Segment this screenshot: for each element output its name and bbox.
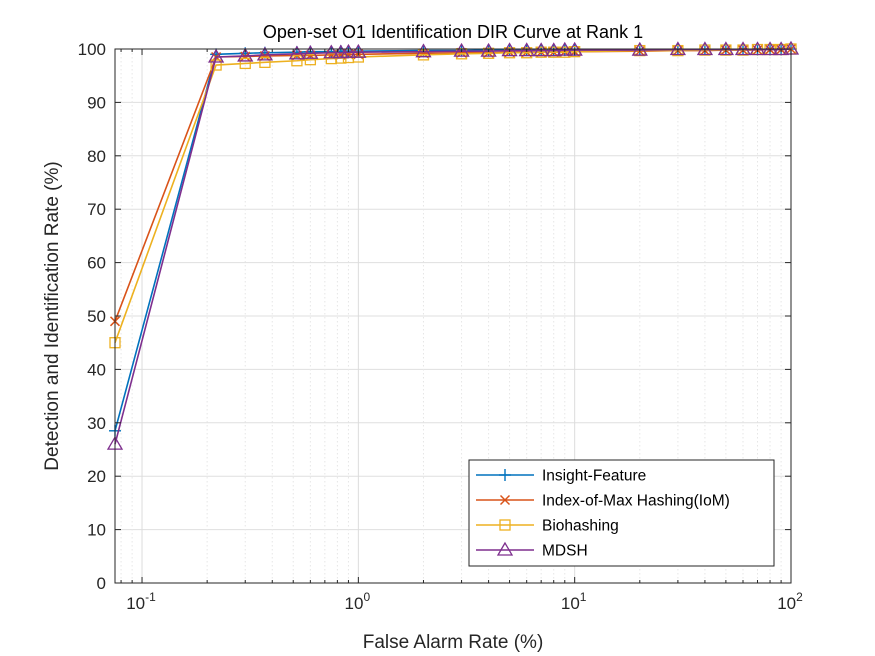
x-tick-label: 102 <box>777 590 803 613</box>
data-point <box>350 43 367 58</box>
axis-tick-marks <box>115 48 792 584</box>
y-tick-label: 40 <box>87 360 106 379</box>
data-point <box>533 42 550 57</box>
y-tick-label: 50 <box>87 307 106 326</box>
y-tick-label: 70 <box>87 200 106 219</box>
data-point <box>302 44 319 59</box>
data-point <box>291 55 303 67</box>
legend-entry: Insight-Feature <box>476 468 646 485</box>
legend-label: Insight-Feature <box>542 468 646 485</box>
data-point <box>288 45 306 60</box>
y-tick-label: 30 <box>87 414 106 433</box>
y-tick-label: 10 <box>87 521 106 540</box>
data-point <box>415 43 432 58</box>
legend-label: Biohashing <box>542 518 619 535</box>
legend-label: Index-of-Max Hashing(IoM) <box>542 493 730 510</box>
y-tick-label: 60 <box>87 254 106 273</box>
x-tick-label: 10-1 <box>126 590 156 613</box>
data-point <box>239 57 251 70</box>
y-tick-label: 20 <box>87 467 106 486</box>
legend-marker <box>499 494 511 506</box>
y-tick-label: 80 <box>87 147 106 166</box>
y-tick-label: 100 <box>78 40 106 59</box>
chart-title: Open-set O1 Identification DIR Curve at … <box>263 22 643 42</box>
y-axis-label: Detection and Identification Rate (%) <box>42 161 63 470</box>
data-point <box>207 48 225 63</box>
data-point <box>518 42 535 57</box>
data-point <box>501 42 518 57</box>
legend-marker <box>499 519 511 531</box>
data-point <box>453 42 470 57</box>
x-axis-label: False Alarm Rate (%) <box>363 632 544 653</box>
x-tick-label: 101 <box>561 590 587 613</box>
legend-entry: Biohashing <box>476 518 619 535</box>
data-point <box>259 56 271 68</box>
x-tick-labels: 10-1 100 101 102 <box>126 590 803 613</box>
data-point <box>340 43 357 58</box>
legend-marker <box>499 469 511 481</box>
legend-entry: Index-of-Max Hashing(IoM) <box>476 493 730 510</box>
y-tick-label: 90 <box>87 93 106 112</box>
data-point <box>480 42 497 57</box>
data-point <box>256 46 274 61</box>
y-tick-label: 0 <box>97 574 106 593</box>
legend-box <box>468 459 775 567</box>
legend-entry: MDSH <box>476 541 588 560</box>
data-point <box>237 47 254 62</box>
data-point <box>323 44 340 59</box>
legend-marker <box>496 541 514 556</box>
legend-label: MDSH <box>542 543 588 560</box>
y-tick-labels: 0 10 20 30 40 50 60 70 80 90 100 <box>78 40 106 593</box>
data-point <box>545 42 562 57</box>
series-line <box>114 48 792 445</box>
x-tick-label: 100 <box>345 590 371 613</box>
legend: Insight-Feature Index-of-Max Hashing(IoM)… <box>468 459 775 567</box>
data-point <box>304 54 317 66</box>
